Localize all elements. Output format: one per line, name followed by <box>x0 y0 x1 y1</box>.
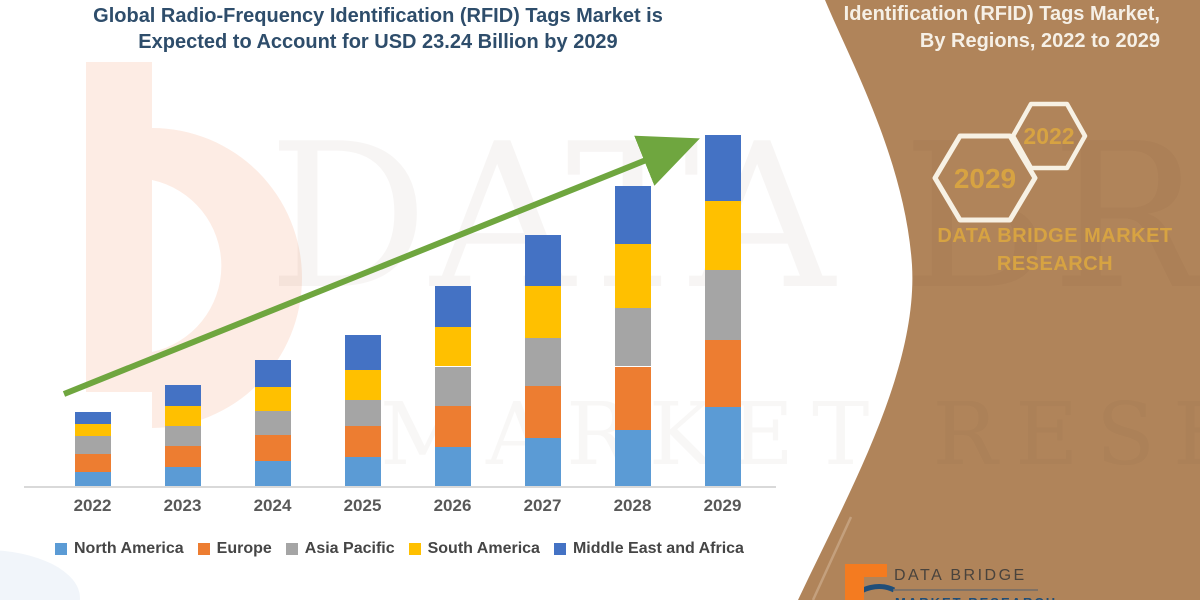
x-axis-label-2027: 2027 <box>523 496 562 515</box>
bar-segment-2025-europe <box>344 425 381 457</box>
bar-segment-2029-europe <box>704 339 741 407</box>
bar-segment-2029-north-america <box>704 406 741 487</box>
bar-segment-2028-europe <box>614 366 651 430</box>
sidebar-brand-line2: RESEARCH <box>996 253 1114 275</box>
bar-segment-2022-europe <box>74 453 111 472</box>
legend-item-middle-east-and-africa: Middle East and Africa <box>553 540 744 558</box>
bar-segment-2022-north-america <box>74 471 111 487</box>
corner-blue-blob <box>0 550 80 600</box>
legend-label: Middle East and Africa <box>572 540 744 557</box>
bar-segment-2024-south-america <box>254 386 291 412</box>
footer-logo-subtext: MARKET RESEARCH <box>895 595 1057 600</box>
bar-segment-2023-europe <box>164 446 201 468</box>
legend-swatch-icon <box>197 543 210 555</box>
sidebar-heading: Global Radio-Frequency Identification (R… <box>844 0 1160 55</box>
bar-segment-2027-asia-pacific <box>524 338 561 387</box>
legend-label: South America <box>427 540 540 557</box>
legend-label: North America <box>74 540 184 557</box>
legend-item-europe: Europe <box>197 540 272 558</box>
bar-segment-2023-south-america <box>164 405 201 426</box>
bar-segment-2027-south-america <box>524 286 561 339</box>
sidebar-brand-line1: DATA BRIDGE MARKET <box>937 225 1173 247</box>
bar-segment-2023-middle-east-and-africa <box>164 384 201 406</box>
bar-segment-2026-europe <box>434 405 471 447</box>
logo-b-icon-arm <box>845 564 887 577</box>
x-axis-label-2022: 2022 <box>73 496 112 515</box>
bar-segment-2025-south-america <box>344 369 381 400</box>
x-axis-label-2026: 2026 <box>433 496 472 515</box>
sidebar-brand-name: DATA BRIDGE MARKET RESEARCH <box>935 222 1175 278</box>
watermark-small-text: MARKET RESEARCH <box>380 392 1200 478</box>
legend-swatch-icon <box>55 543 67 555</box>
bar-segment-2024-middle-east-and-africa <box>254 359 291 387</box>
legend-item-north-america: North America <box>55 540 184 558</box>
x-axis-label-2025: 2025 <box>343 496 382 515</box>
chart-legend: North America Europe Asia Pacific South Ame… <box>55 540 744 558</box>
bar-segment-2025-asia-pacific <box>344 399 381 426</box>
sidebar-heading-line3: By Regions, 2022 to 2029 <box>919 30 1160 52</box>
x-axis-line <box>24 486 776 488</box>
sidebar-accent-line <box>811 516 853 600</box>
legend-swatch-icon <box>408 543 421 555</box>
bar-segment-2027-europe <box>524 386 561 439</box>
sidebar-background <box>798 0 1200 600</box>
legend-item-asia-pacific: Asia Pacific <box>285 540 395 558</box>
bar-segment-2026-asia-pacific <box>434 366 471 406</box>
bar-segment-2027-middle-east-and-africa <box>524 234 561 287</box>
x-axis-label-2028: 2028 <box>613 496 652 515</box>
legend-swatch-icon <box>285 543 298 555</box>
legend-label: Europe <box>216 540 272 557</box>
x-axis-label-2023: 2023 <box>163 496 202 515</box>
bar-segment-2022-middle-east-and-africa <box>74 411 111 424</box>
bar-segment-2024-north-america <box>254 460 291 487</box>
bar-segment-2029-middle-east-and-africa <box>704 134 741 201</box>
bar-segment-2026-middle-east-and-africa <box>434 285 471 327</box>
bar-segment-2025-middle-east-and-africa <box>344 334 381 370</box>
bar-segment-2024-europe <box>254 435 291 461</box>
bar-segment-2026-south-america <box>434 326 471 367</box>
x-axis-label-2024: 2024 <box>253 496 292 515</box>
bar-segment-2026-north-america <box>434 446 471 487</box>
bar-segment-2028-middle-east-and-africa <box>614 185 651 244</box>
bar-segment-2029-south-america <box>704 200 741 270</box>
bar-segment-2025-north-america <box>344 456 381 487</box>
legend-label: Asia Pacific <box>304 540 395 557</box>
legend-item-south-america: South America <box>408 540 540 558</box>
bar-segment-2028-asia-pacific <box>614 308 651 367</box>
bar-segment-2022-south-america <box>74 423 111 436</box>
bar-segment-2022-asia-pacific <box>74 435 111 454</box>
bar-segment-2029-asia-pacific <box>704 269 741 340</box>
footer-logo-name: DATA BRIDGE <box>894 567 1027 584</box>
bar-segment-2024-asia-pacific <box>254 411 291 436</box>
bar-segment-2027-north-america <box>524 438 561 487</box>
sidebar-heading-line2: Identification (RFID) Tags Market, <box>843 3 1160 25</box>
page-title-line2: Expected to Account for USD 23.24 Billio… <box>138 31 618 53</box>
bar-segment-2028-north-america <box>614 429 651 487</box>
legend-swatch-icon <box>553 543 566 555</box>
footer-logo-divider <box>893 589 1038 591</box>
x-axis-label-2029: 2029 <box>703 496 742 515</box>
bar-segment-2023-north-america <box>164 467 201 487</box>
bar-segment-2028-south-america <box>614 243 651 309</box>
page-title-line1: Global Radio-Frequency Identification (R… <box>93 5 663 27</box>
bar-segment-2023-asia-pacific <box>164 425 201 447</box>
page-title: Global Radio-Frequency Identification (R… <box>0 3 756 55</box>
